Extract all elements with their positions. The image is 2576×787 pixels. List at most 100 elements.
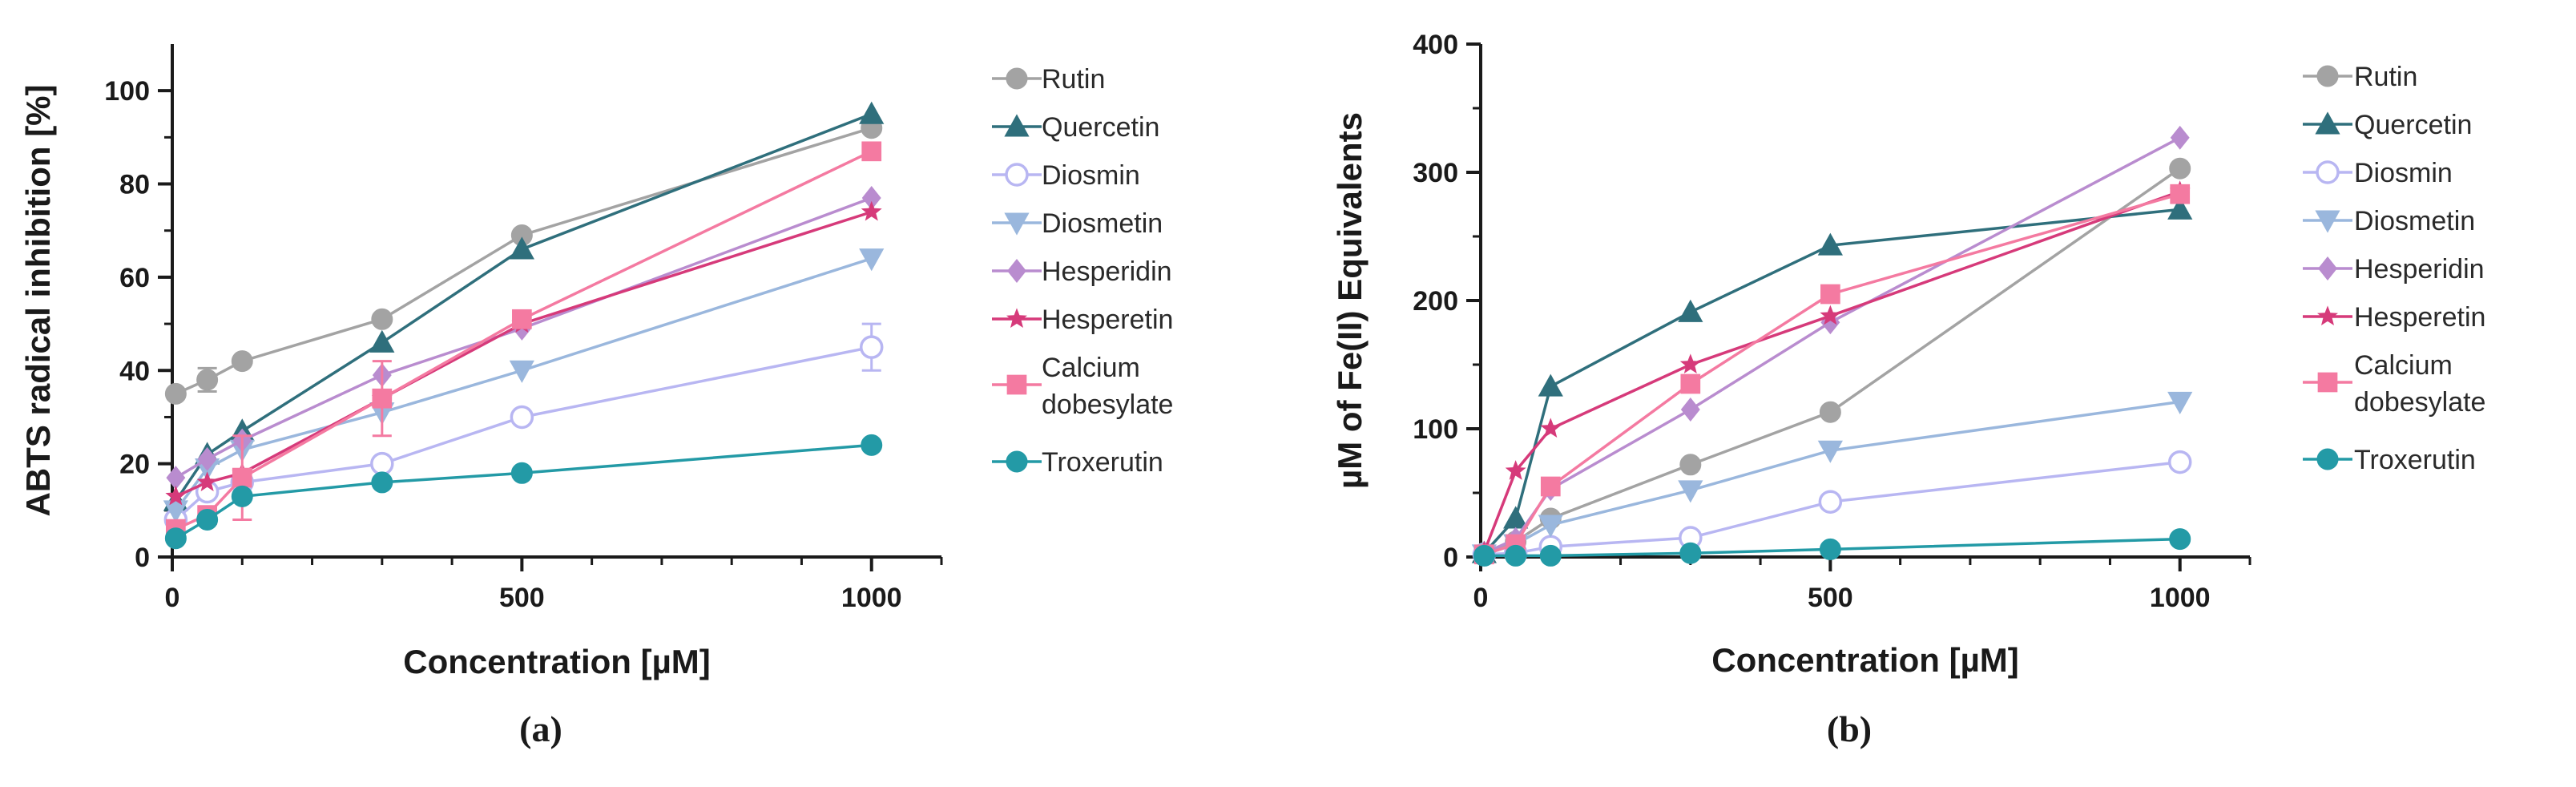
legend-marker-circle (1006, 67, 1028, 90)
data-point-troxerutin (1473, 544, 1495, 567)
data-point-diosmetin (509, 360, 534, 383)
y-tick-label: 20 (119, 450, 150, 480)
data-point-calcium-dobesylate (1820, 284, 1840, 305)
y-tick-label: 300 (1413, 158, 1458, 188)
data-point-quercetin (1538, 373, 1563, 397)
x-axis-title: Concentration [µM] (403, 643, 711, 680)
panel-label: (a) (519, 708, 562, 749)
data-point-calcium-dobesylate (861, 141, 882, 162)
x-tick-label: 1000 (841, 583, 902, 613)
data-point-rutin (164, 382, 187, 405)
data-point-rutin (2169, 157, 2191, 180)
data-point-diosmetin (859, 248, 885, 272)
data-point-hesperidin (2170, 125, 2190, 150)
data-point-rutin (196, 369, 219, 391)
data-point-diosmetin (2167, 391, 2193, 414)
y-axis-title: ABTS radical inhibition [%] (19, 84, 57, 516)
legend-marker-circle-open (1005, 163, 1029, 187)
data-point-troxerutin (1505, 544, 1527, 567)
legend-item-rutin: Rutin (2303, 62, 2417, 92)
legend-marker-diamond (1007, 259, 1026, 283)
legend-item-quercetin: Quercetin (992, 112, 1159, 143)
data-point-diosmin (1818, 490, 1843, 514)
data-point-rutin (231, 350, 253, 373)
y-tick-label: 200 (1413, 286, 1458, 317)
legend-marker-triangle-down (1004, 212, 1030, 236)
x-tick-label: 500 (499, 583, 545, 613)
data-point-quercetin (1678, 299, 1703, 322)
legend-item-troxerutin: Troxerutin (992, 447, 1163, 478)
legend-label: Hesperidin (1042, 256, 1172, 287)
legend-marker-circle (2316, 65, 2339, 87)
data-point-calcium-dobesylate (232, 467, 252, 488)
legend-label: Diosmin (1042, 160, 1140, 191)
chart-panel-b: 0 100 200 300 400 0 500 1000 Concentration [µM] µ… (1331, 30, 2485, 749)
legend-item-calcium-dobesylate: Calcium dobesylate (992, 353, 1173, 420)
series-quercetin (1471, 196, 2193, 563)
panel-label: (b) (1827, 708, 1872, 749)
data-point-quercetin (369, 329, 395, 353)
legend-item-rutin: Rutin (992, 64, 1105, 95)
series-quercetin (163, 101, 885, 511)
data-point-troxerutin (510, 462, 533, 484)
data-point-diosmin (859, 335, 884, 359)
data-point-troxerutin (1819, 538, 1841, 560)
legend-item-quercetin: Quercetin (2303, 110, 2472, 140)
legend-item-hesperidin: Hesperidin (992, 256, 1172, 287)
data-point-quercetin (509, 236, 534, 260)
legend-label: Hesperetin (1042, 305, 1173, 335)
legend-marker-circle-open (2316, 160, 2340, 184)
data-point-diosmin (510, 405, 534, 430)
y-tick-label: 100 (1413, 414, 1458, 445)
data-point-hesperetin (861, 200, 882, 221)
data-point-hesperetin (1540, 418, 1562, 438)
data-point-diosmetin (1678, 480, 1703, 503)
data-point-troxerutin (1539, 544, 1562, 567)
legend-label: Quercetin (2354, 110, 2472, 140)
data-point-diosmetin (163, 500, 188, 523)
legend-marker-circle (1006, 450, 1028, 473)
legend-label: dobesylate (1042, 389, 1173, 420)
legend-label: Rutin (1042, 64, 1105, 95)
legend-marker-star (1006, 308, 1027, 328)
data-point-hesperetin (1679, 353, 1701, 373)
legend-marker-triangle-down (2315, 210, 2340, 233)
data-point-rutin (371, 308, 393, 330)
x-tick-label: 500 (1808, 583, 1853, 613)
series-line-hesperetin (1482, 190, 2181, 553)
legend-label: dobesylate (2354, 387, 2485, 418)
series-line-troxerutin (175, 443, 872, 540)
y-tick-label: 100 (104, 76, 150, 107)
series-line-diosmetin (174, 256, 873, 511)
legend-marker-triangle-up (2315, 111, 2340, 135)
legend-label: Troxerutin (1042, 447, 1163, 478)
legend-label: Hesperidin (2354, 254, 2485, 285)
y-axis-title: µM of Fe(II) Equivalents (1331, 112, 1369, 489)
legend-item-hesperidin: Hesperidin (2303, 254, 2485, 285)
data-point-diosmin (2167, 450, 2192, 474)
data-point-rutin (1679, 454, 1702, 476)
legend: Rutin Quercetin Diosmin Diosmetin Hesperidin… (992, 64, 1173, 478)
data-point-calcium-dobesylate (2170, 184, 2191, 204)
series-troxerutin (164, 434, 883, 550)
data-point-calcium-dobesylate (512, 309, 532, 329)
y-tick-label: 60 (119, 263, 150, 293)
data-point-hesperetin (1505, 460, 1526, 480)
data-point-diosmetin (1538, 515, 1563, 538)
y-tick-label: 40 (119, 356, 150, 386)
legend-marker-star (2317, 305, 2338, 325)
legend-label: Diosmin (2354, 158, 2453, 188)
series-line-hesperetin (175, 210, 873, 498)
data-point-calcium-dobesylate (372, 388, 393, 409)
data-point-quercetin (1817, 232, 1843, 256)
legend-marker-triangle-up (1004, 114, 1030, 137)
series-troxerutin (1473, 528, 2191, 567)
legend-label: Diosmetin (2354, 206, 2475, 236)
legend-item-diosmetin: Diosmetin (992, 208, 1163, 239)
x-axis-title: Concentration [µM] (1711, 641, 2019, 679)
data-point-troxerutin (164, 527, 187, 550)
data-point-hesperetin (1820, 305, 1841, 325)
x-tick-label: 0 (1473, 583, 1489, 613)
data-point-quercetin (2167, 196, 2193, 220)
